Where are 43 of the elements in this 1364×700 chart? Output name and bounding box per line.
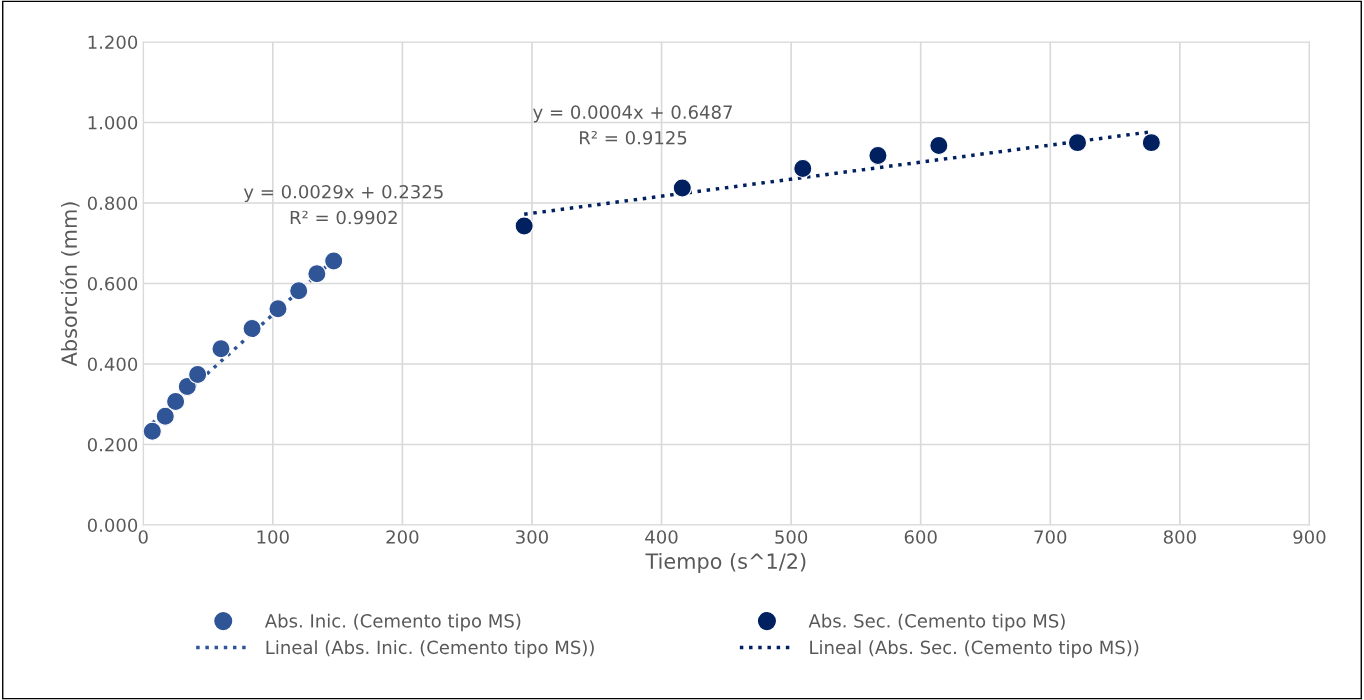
y-tick-label: 0.200 [87, 437, 138, 452]
x-tick-label: 800 [1163, 530, 1196, 544]
point [143, 421, 162, 441]
legend-label: Lineal (Abs. Sec. (Cemento tipo MS)) [810, 640, 1139, 658]
point [268, 299, 288, 319]
y-axis-title: Absorción (mm) [60, 202, 80, 367]
legend-label: Lineal (Abs. Inic. (Cemento tipo MS)) [266, 640, 594, 658]
legend-label: Abs. Sec. (Cemento tipo MS) [808, 613, 1065, 632]
point [177, 376, 197, 397]
y-tick-label: 0.000 [87, 518, 138, 533]
x-tick-label: 100 [257, 530, 289, 544]
x-tick-label: 500 [775, 530, 808, 544]
point [211, 339, 231, 359]
annotation: y = 0.0004x + 0.6487 R² = 0.9125 [533, 105, 732, 145]
x-tick-label: 300 [516, 530, 548, 544]
legend-label: Abs. Inic. (Cemento tipo MS) [264, 613, 521, 632]
x-tick-label: 0 [138, 530, 148, 544]
y-tick-label: 1.000 [88, 115, 138, 130]
point [1067, 133, 1088, 153]
point [155, 406, 175, 426]
point [672, 178, 692, 198]
point [793, 158, 813, 178]
point [166, 391, 186, 412]
point [307, 264, 327, 284]
point [868, 145, 888, 166]
point [289, 281, 309, 301]
point [242, 318, 262, 339]
x-axis-title: Tiempo (s^1/2) [645, 552, 806, 574]
x-tick-label: 200 [386, 530, 419, 544]
point [514, 216, 534, 236]
x-tick-label: 700 [1034, 530, 1067, 544]
point [1141, 133, 1161, 153]
y-tick-label: 0.800 [87, 196, 138, 211]
y-tick-label: 0.400 [87, 357, 138, 372]
x-tick-label: 900 [1293, 530, 1326, 544]
point [324, 251, 344, 271]
x-tick-label: 600 [904, 530, 937, 544]
y-tick-label: 0.600 [87, 276, 138, 291]
point [929, 135, 949, 156]
annotation: y = 0.0029x + 0.2325 R² = 0.9902 [243, 184, 443, 225]
x-tick-label: 400 [645, 530, 678, 544]
point [188, 364, 208, 385]
y-tick-label: 1.200 [88, 35, 138, 50]
